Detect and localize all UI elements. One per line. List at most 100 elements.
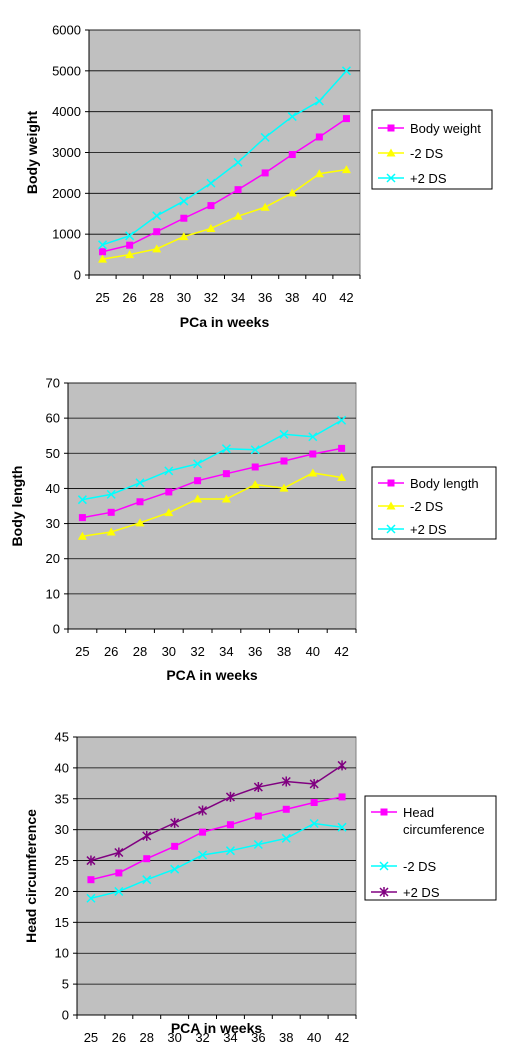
legend-marker-shape [379,887,389,897]
data-point-shape [251,463,259,471]
data-point-shape [308,432,318,442]
data-point [153,228,161,236]
data-point-shape [193,494,203,503]
y-tick-label: 5 [62,977,69,992]
series-line [90,822,343,899]
data-point [86,893,96,903]
data-point [152,211,162,221]
legend-marker [380,808,388,816]
series-1 [78,444,346,522]
series-1 [87,793,346,884]
x-tick-label: 34 [231,290,245,305]
series-2 [86,818,347,903]
data-point-shape [233,211,243,220]
data-point-shape [279,483,289,492]
legend-label: Head [403,805,434,820]
data-point-shape [153,228,161,236]
legend-label: -2 DS [410,499,444,514]
data-point [337,415,347,425]
x-tick-label: 30 [162,644,176,659]
data-point [193,459,203,469]
y-tick-label: 2000 [52,186,81,201]
x-tick-label: 36 [248,644,262,659]
data-point-shape [337,822,347,832]
data-point-shape [315,133,323,141]
legend-marker [387,124,395,132]
data-point-shape [125,250,135,259]
data-point [198,850,208,860]
data-point [308,432,318,442]
legend-marker-shape [386,501,396,510]
series-3 [98,66,351,250]
data-point-shape [86,893,96,903]
data-point [341,165,351,174]
data-point-shape [87,876,95,884]
data-point-shape [254,812,262,820]
data-point [287,188,297,197]
legend-marker [379,861,389,871]
data-point-shape [308,468,318,477]
data-point-shape [225,846,235,856]
data-point-shape [78,514,86,522]
y-tick-label: 1000 [52,227,81,242]
data-point [77,495,87,505]
data-point [114,847,124,858]
y-tick-label: 60 [46,411,60,426]
x-tick-label: 34 [219,644,233,659]
data-point-shape [86,855,96,866]
data-point-shape [165,488,173,496]
data-point-shape [280,457,288,465]
y-tick-label: 0 [53,622,60,637]
x-tick-label: 38 [277,644,291,659]
data-point-shape [221,444,231,454]
data-point [337,473,347,482]
x-tick-label: 38 [279,1030,293,1045]
legend-marker-shape [387,479,395,487]
data-point-shape [281,833,291,843]
y-tick-label: 6000 [52,23,81,38]
data-point-shape [106,527,116,536]
data-point [281,833,291,843]
data-point [135,478,145,488]
x-tick-label: 30 [167,1030,181,1045]
y-tick-label: 0 [74,268,81,283]
data-point-shape [99,248,107,256]
data-point-shape [143,855,151,863]
data-point-shape [114,847,124,858]
x-tick-label: 26 [112,1030,126,1045]
y-tick-label: 10 [55,946,69,961]
legend-entry: +2 DS [378,522,447,537]
data-point [337,822,347,832]
data-point-shape [180,214,188,222]
data-point [253,782,263,793]
series-line [82,419,342,501]
data-point [338,444,346,452]
data-point-shape [199,828,207,836]
data-point [315,133,323,141]
data-point [281,776,291,787]
data-point-shape [222,470,230,478]
x-tick-label: 30 [177,290,191,305]
data-point-shape [107,508,115,516]
data-point-shape [338,793,346,801]
y-tick-label: 50 [46,446,60,461]
data-point-shape [98,240,108,250]
data-point [254,812,262,820]
legend-entry: Head circumference [371,805,485,837]
data-point-shape [250,445,260,455]
y-axis-title: Body length [9,466,25,547]
data-point-shape [198,850,208,860]
legend-marker [386,501,396,510]
data-point-shape [226,821,234,829]
legend-label: +2 DS [410,171,447,186]
data-point-shape [338,444,346,452]
series-1 [99,115,350,256]
data-point [206,178,216,188]
data-point-shape [314,96,324,106]
x-tick-label: 26 [122,290,136,305]
x-tick-label: 26 [104,644,118,659]
data-point [310,798,318,806]
x-tick-label: 28 [133,644,147,659]
data-point-shape [170,864,180,874]
data-point [226,821,234,829]
